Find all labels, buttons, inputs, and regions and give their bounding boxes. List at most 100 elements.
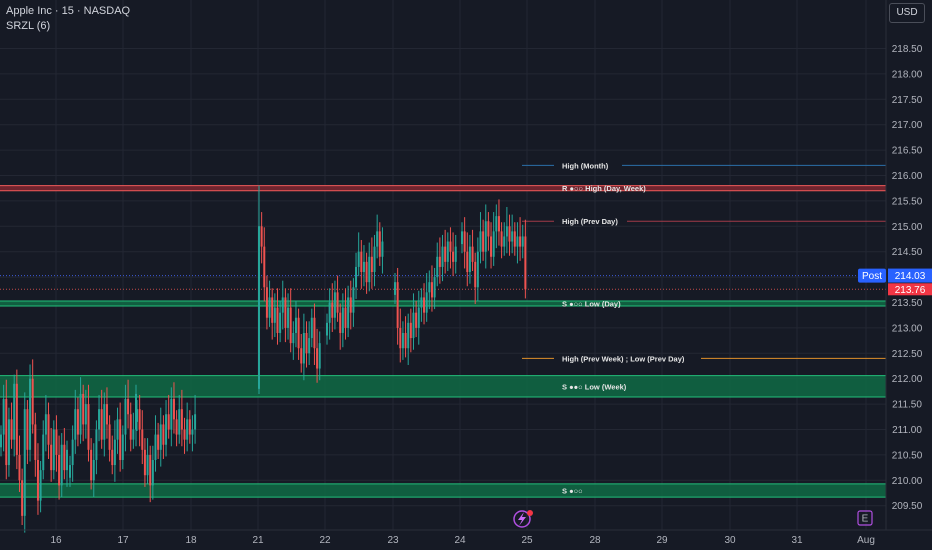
candle (154, 434, 157, 460)
resistance-zone (0, 185, 886, 191)
candle (347, 297, 350, 328)
candle (352, 287, 355, 313)
candle (438, 256, 441, 267)
time-tick-label: 28 (589, 535, 601, 546)
time-tick-label: 31 (791, 535, 803, 546)
price-tick-label: 215.00 (892, 222, 923, 233)
candle (401, 332, 404, 349)
candle (339, 312, 342, 333)
price-tick-label: 211.50 (892, 400, 922, 411)
candle (331, 302, 334, 318)
lightning-icon[interactable] (518, 512, 526, 526)
candle (10, 419, 13, 440)
candle (55, 429, 58, 455)
candle (463, 231, 466, 252)
candle (79, 393, 82, 435)
candle (116, 419, 119, 440)
candle (423, 297, 426, 313)
candle (415, 312, 418, 328)
candle (170, 399, 173, 430)
candle (98, 409, 101, 430)
candle (378, 231, 381, 257)
candle (121, 434, 124, 460)
candle (276, 307, 279, 333)
candle (399, 327, 402, 349)
level-label: High (Month) (562, 161, 609, 170)
candle (297, 317, 300, 349)
candle (149, 454, 152, 486)
time-tick-label: Aug (857, 535, 875, 546)
candle (13, 383, 16, 440)
candle (36, 459, 39, 501)
candle (159, 424, 162, 450)
support-zone (0, 375, 886, 397)
candle (524, 236, 527, 290)
candle (23, 409, 26, 516)
candle (124, 399, 127, 435)
price-tick-label: 209.50 (892, 501, 923, 512)
time-tick-label: 29 (656, 535, 668, 546)
candle (412, 312, 415, 339)
candle (333, 292, 336, 318)
candle (492, 231, 495, 257)
candle (284, 297, 287, 328)
candle (162, 424, 165, 445)
price-tick-label: 212.00 (892, 374, 923, 385)
candle (268, 297, 271, 318)
candle (370, 256, 373, 273)
candle (265, 287, 268, 318)
candle (446, 241, 449, 262)
price-tick-label: 218.50 (892, 44, 923, 55)
notification-dot (527, 510, 533, 516)
price-tick-label: 216.00 (892, 171, 923, 182)
candle (328, 302, 331, 323)
candle (360, 251, 363, 273)
candle (52, 429, 55, 471)
indicator-label[interactable]: SRZL (6) (6, 20, 51, 32)
symbol-title[interactable]: Apple Inc · 15 · NASDAQ (6, 5, 131, 17)
candle (136, 409, 138, 422)
lightning-icon[interactable] (513, 510, 531, 528)
candle (336, 292, 339, 313)
candle (138, 409, 141, 430)
currency-button[interactable]: USD (889, 3, 925, 23)
candle (180, 409, 183, 430)
candle (47, 414, 50, 445)
candle (292, 332, 295, 344)
candle (433, 277, 436, 298)
candle (461, 231, 463, 245)
candle (188, 419, 191, 435)
candle (505, 226, 508, 237)
candle (111, 449, 114, 466)
candle (519, 236, 522, 247)
post-label-tag (858, 268, 886, 283)
candle (151, 459, 154, 486)
level-label: S ●●○ Low (Week) (562, 382, 627, 391)
candle (58, 454, 61, 486)
support-zone (0, 300, 886, 307)
price-tick-label: 215.50 (892, 196, 923, 207)
candle (362, 261, 365, 273)
candle (100, 409, 103, 440)
candle (90, 449, 93, 481)
candle (287, 307, 290, 328)
candle (42, 434, 45, 471)
post-label-text: Post (862, 271, 882, 282)
candle (7, 419, 10, 466)
candle (479, 231, 482, 252)
candle (113, 439, 116, 466)
support-zone (0, 483, 886, 498)
candle (341, 307, 344, 333)
candle (50, 444, 53, 471)
candle (271, 297, 274, 323)
post-price-tag (888, 268, 932, 283)
candle (26, 409, 29, 450)
candle (508, 226, 511, 242)
candle (318, 343, 321, 369)
candle (449, 241, 452, 252)
earnings-icon[interactable] (857, 510, 873, 526)
candle (373, 246, 376, 273)
candle (141, 429, 144, 450)
